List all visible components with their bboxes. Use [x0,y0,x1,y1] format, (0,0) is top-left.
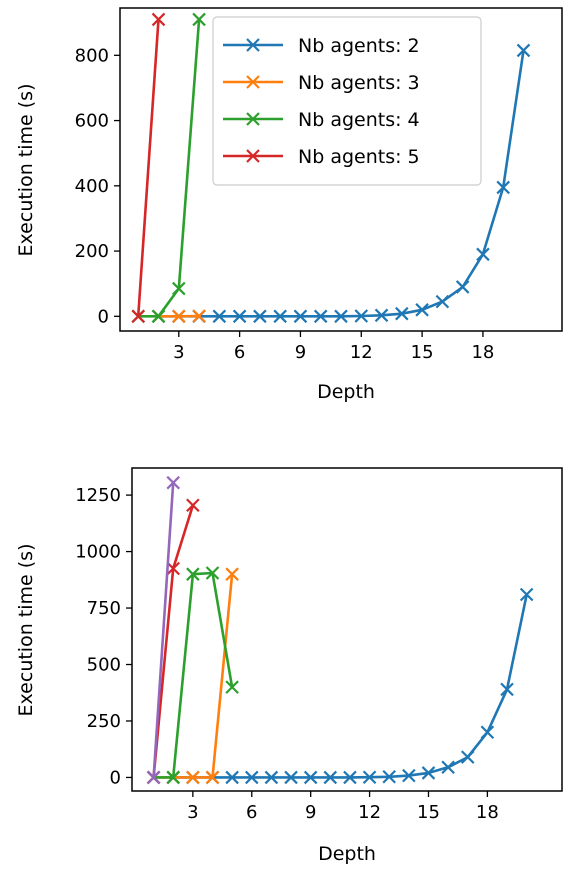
bottom-data-point-marker [264,770,279,785]
top-data-point-marker [232,309,247,324]
top-data-point-marker [313,309,328,324]
bottom-series-line-4 [152,482,175,778]
legend-swatch-marker [246,75,260,89]
legend-entry-label: Nb agents: 3 [298,72,420,94]
bottom-data-point-marker [244,770,259,785]
top-x-tick-label: 6 [234,342,245,363]
top-plot-frame [119,7,563,332]
bottom-data-point-marker [362,770,377,784]
chart-top: 3 6 9 12 15 18 0 200 400 600 800 Depth Execution t… [15,7,563,403]
bottom-y-tick-label: 500 [87,655,121,676]
top-y-tick-label: 200 [75,241,109,262]
top-data-point-marker [395,306,409,321]
bottom-x-tick-label: 15 [417,802,440,823]
bottom-y-tick-label: 0 [110,767,121,788]
bottom-x-tick-label: 18 [476,802,499,823]
bottom-x-tick-label: 12 [358,802,381,823]
top-data-point-marker [192,309,206,323]
bottom-data-point-marker [186,567,200,581]
chart-bottom: 3 6 9 12 15 18 0 250 500 750 1000 1250 Depth Execut… [15,467,563,865]
top-data-point-marker [172,309,186,324]
bottom-data-point-marker [480,725,495,740]
bottom-data-point-marker [205,770,220,785]
top-data-point-marker [476,247,490,262]
top-x-tick-label: 9 [295,342,306,363]
top-data-point-marker [293,309,308,324]
legend-box [212,16,482,186]
legend-swatch-marker [246,112,260,126]
bottom-y-axis-label: Execution time (s) [15,544,37,717]
top-data-point-marker [131,309,146,324]
top-y-tick-label: 800 [75,45,109,66]
bottom-data-point-marker [166,475,181,490]
bottom-data-point-marker [519,587,534,602]
top-ticks-layer: 3 6 9 12 15 18 0 200 400 600 800 [75,45,495,363]
bottom-data-point-marker [225,680,239,694]
top-y-tick-label: 0 [98,306,109,327]
top-data-point-marker [516,43,531,58]
bottom-ticks-layer: 3 6 9 12 15 18 0 250 500 750 1000 1250 [75,485,499,823]
top-data-point-marker [455,280,470,294]
bottom-data-point-marker [186,770,200,785]
top-data-point-marker [172,281,186,296]
top-data-point-marker [496,180,510,195]
bottom-data-point-marker [225,567,239,581]
top-y-axis-label: Execution time (s) [15,84,37,257]
top-x-axis-label: Depth [317,381,375,403]
bottom-x-axis-label: Depth [318,843,376,865]
legend-swatch-marker [246,38,260,52]
bottom-data-point-marker [166,561,181,576]
top-y-tick-label: 600 [75,111,109,132]
top-data-point-marker [151,12,166,27]
top-data-point-marker [354,309,369,323]
top-data-point-marker [334,309,348,324]
top-data-point-marker [192,12,206,27]
legend-entry-label: Nb agents: 4 [298,109,420,131]
legend-swatch-marker [246,149,260,163]
bottom-data-point-marker [323,770,338,785]
bottom-data-point-marker [421,766,436,780]
top-x-tick-label: 12 [350,342,373,363]
top-data-point-marker [435,294,450,309]
bottom-x-tick-label: 9 [305,802,316,823]
legend: Nb agents: 2 Nb agents: 3 Nb agents: 4 Nb a… [212,16,482,186]
bottom-plot-frame [131,467,563,792]
bottom-x-tick-label: 6 [246,802,257,823]
top-data-point-marker [151,309,166,324]
bottom-data-point-marker [382,769,396,784]
bottom-y-tick-label: 1250 [75,485,121,506]
top-data-point-marker [374,308,389,323]
top-y-tick-label: 400 [75,176,109,197]
bottom-data-point-marker [146,770,161,785]
top-data-point-marker [415,303,429,317]
top-data-point-marker [273,309,287,324]
bottom-data-point-marker [166,770,181,785]
bottom-data-point-marker [343,770,357,785]
top-x-tick-label: 18 [471,342,494,363]
bottom-data-point-marker [284,770,298,785]
bottom-x-tick-label: 3 [187,802,198,823]
bottom-data-point-marker [500,682,514,697]
bottom-data-point-marker [225,770,239,785]
legend-entry-label: Nb agents: 5 [298,146,420,168]
top-x-tick-label: 3 [173,342,184,363]
top-series-line-2 [138,19,201,318]
top-data-point-marker [253,309,267,324]
top-x-tick-label: 15 [411,342,434,363]
bottom-y-tick-label: 1000 [75,542,121,563]
bottom-y-tick-label: 750 [87,598,121,619]
top-series-layer [131,12,531,324]
legend-entry-label: Nb agents: 2 [298,35,420,57]
bottom-data-point-marker [441,760,455,775]
bottom-data-point-marker [186,498,200,513]
bottom-y-tick-label: 250 [87,711,121,732]
bottom-data-point-marker [460,750,475,764]
top-data-point-marker [212,309,227,324]
bottom-data-point-marker [205,566,220,580]
bottom-data-point-marker [402,768,416,783]
top-series-line-3 [136,19,160,317]
bottom-series-layer [146,475,534,785]
bottom-data-point-marker [303,770,318,785]
